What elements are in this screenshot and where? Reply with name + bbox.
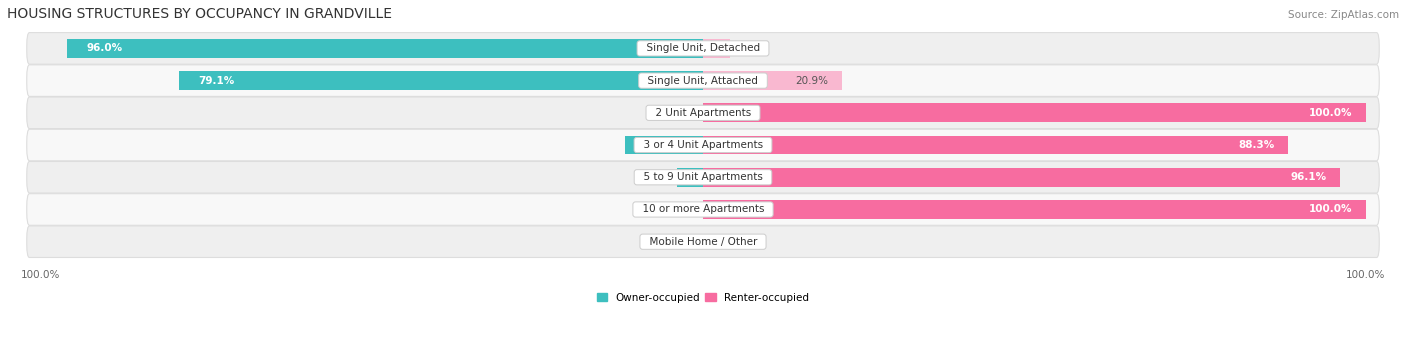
Bar (703, 136, 1288, 154)
FancyBboxPatch shape (27, 129, 1379, 161)
Bar (626, 136, 703, 154)
Text: Source: ZipAtlas.com: Source: ZipAtlas.com (1288, 10, 1399, 20)
Bar (179, 71, 703, 90)
Text: 4.0%: 4.0% (740, 43, 766, 54)
Text: 3 or 4 Unit Apartments: 3 or 4 Unit Apartments (637, 140, 769, 150)
FancyBboxPatch shape (27, 33, 1379, 64)
Bar (678, 168, 703, 187)
Text: 11.7%: 11.7% (645, 140, 682, 150)
Text: Single Unit, Attached: Single Unit, Attached (641, 76, 765, 86)
Text: HOUSING STRUCTURES BY OCCUPANCY IN GRANDVILLE: HOUSING STRUCTURES BY OCCUPANCY IN GRAND… (7, 7, 392, 21)
FancyBboxPatch shape (27, 162, 1379, 193)
FancyBboxPatch shape (27, 194, 1379, 225)
Bar (703, 168, 1340, 187)
Text: 96.0%: 96.0% (87, 43, 122, 54)
Text: 0.0%: 0.0% (666, 108, 693, 118)
Text: 10 or more Apartments: 10 or more Apartments (636, 205, 770, 214)
Bar (66, 39, 703, 58)
Text: 100.0%: 100.0% (1309, 108, 1353, 118)
Legend: Owner-occupied, Renter-occupied: Owner-occupied, Renter-occupied (593, 288, 813, 307)
FancyBboxPatch shape (27, 97, 1379, 129)
Text: 0.0%: 0.0% (666, 205, 693, 214)
Bar (703, 39, 730, 58)
Text: 20.9%: 20.9% (796, 76, 828, 86)
Text: 0.0%: 0.0% (666, 237, 693, 247)
Text: 0.0%: 0.0% (713, 237, 740, 247)
Text: 3.9%: 3.9% (641, 172, 668, 182)
FancyBboxPatch shape (27, 226, 1379, 257)
Bar (703, 200, 1365, 219)
Text: Mobile Home / Other: Mobile Home / Other (643, 237, 763, 247)
Text: Single Unit, Detached: Single Unit, Detached (640, 43, 766, 54)
Text: 100.0%: 100.0% (1309, 205, 1353, 214)
Text: 88.3%: 88.3% (1239, 140, 1275, 150)
Text: 2 Unit Apartments: 2 Unit Apartments (648, 108, 758, 118)
Text: 96.1%: 96.1% (1291, 172, 1327, 182)
Text: 5 to 9 Unit Apartments: 5 to 9 Unit Apartments (637, 172, 769, 182)
Text: 79.1%: 79.1% (198, 76, 235, 86)
Bar (703, 71, 842, 90)
Bar (703, 103, 1365, 122)
FancyBboxPatch shape (27, 65, 1379, 97)
